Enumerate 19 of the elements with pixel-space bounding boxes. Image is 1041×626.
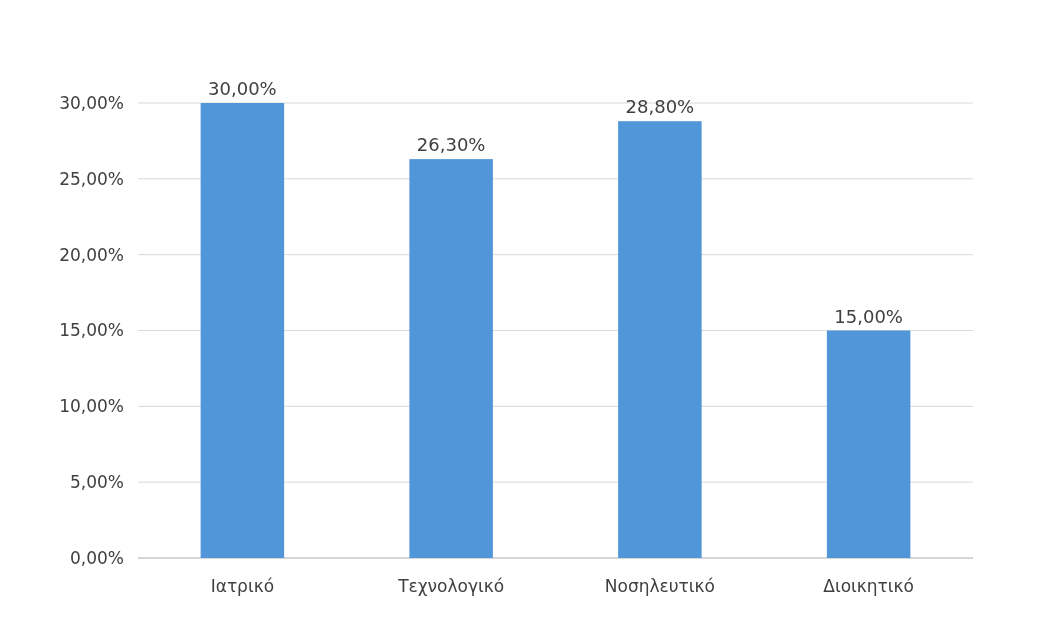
- y-tick-label: 0,00%: [69, 547, 124, 568]
- y-tick-label: 15,00%: [59, 320, 124, 341]
- data-label: 26,30%: [416, 134, 486, 156]
- y-tick-label: 20,00%: [59, 244, 124, 265]
- data-label: 30,00%: [208, 78, 277, 99]
- x-tick-label: Ιατρικό: [210, 576, 275, 596]
- y-tick-label: 30,00%: [59, 92, 124, 113]
- y-tick-label: 5,00%: [69, 472, 124, 493]
- x-tick-label: Νοσηλευτικό: [604, 576, 715, 596]
- y-tick-label: 10,00%: [59, 396, 124, 417]
- x-tick-label: Διοικητικό: [823, 576, 914, 596]
- bar: [826, 330, 911, 558]
- data-label: 15,00%: [834, 305, 903, 327]
- x-tick-label: Τεχνολογικό: [397, 576, 505, 596]
- y-tick-label: 25,00%: [59, 168, 124, 189]
- bar: [200, 103, 285, 558]
- bar: [618, 121, 702, 558]
- bar: [409, 159, 493, 558]
- data-label: 28,80%: [625, 96, 695, 118]
